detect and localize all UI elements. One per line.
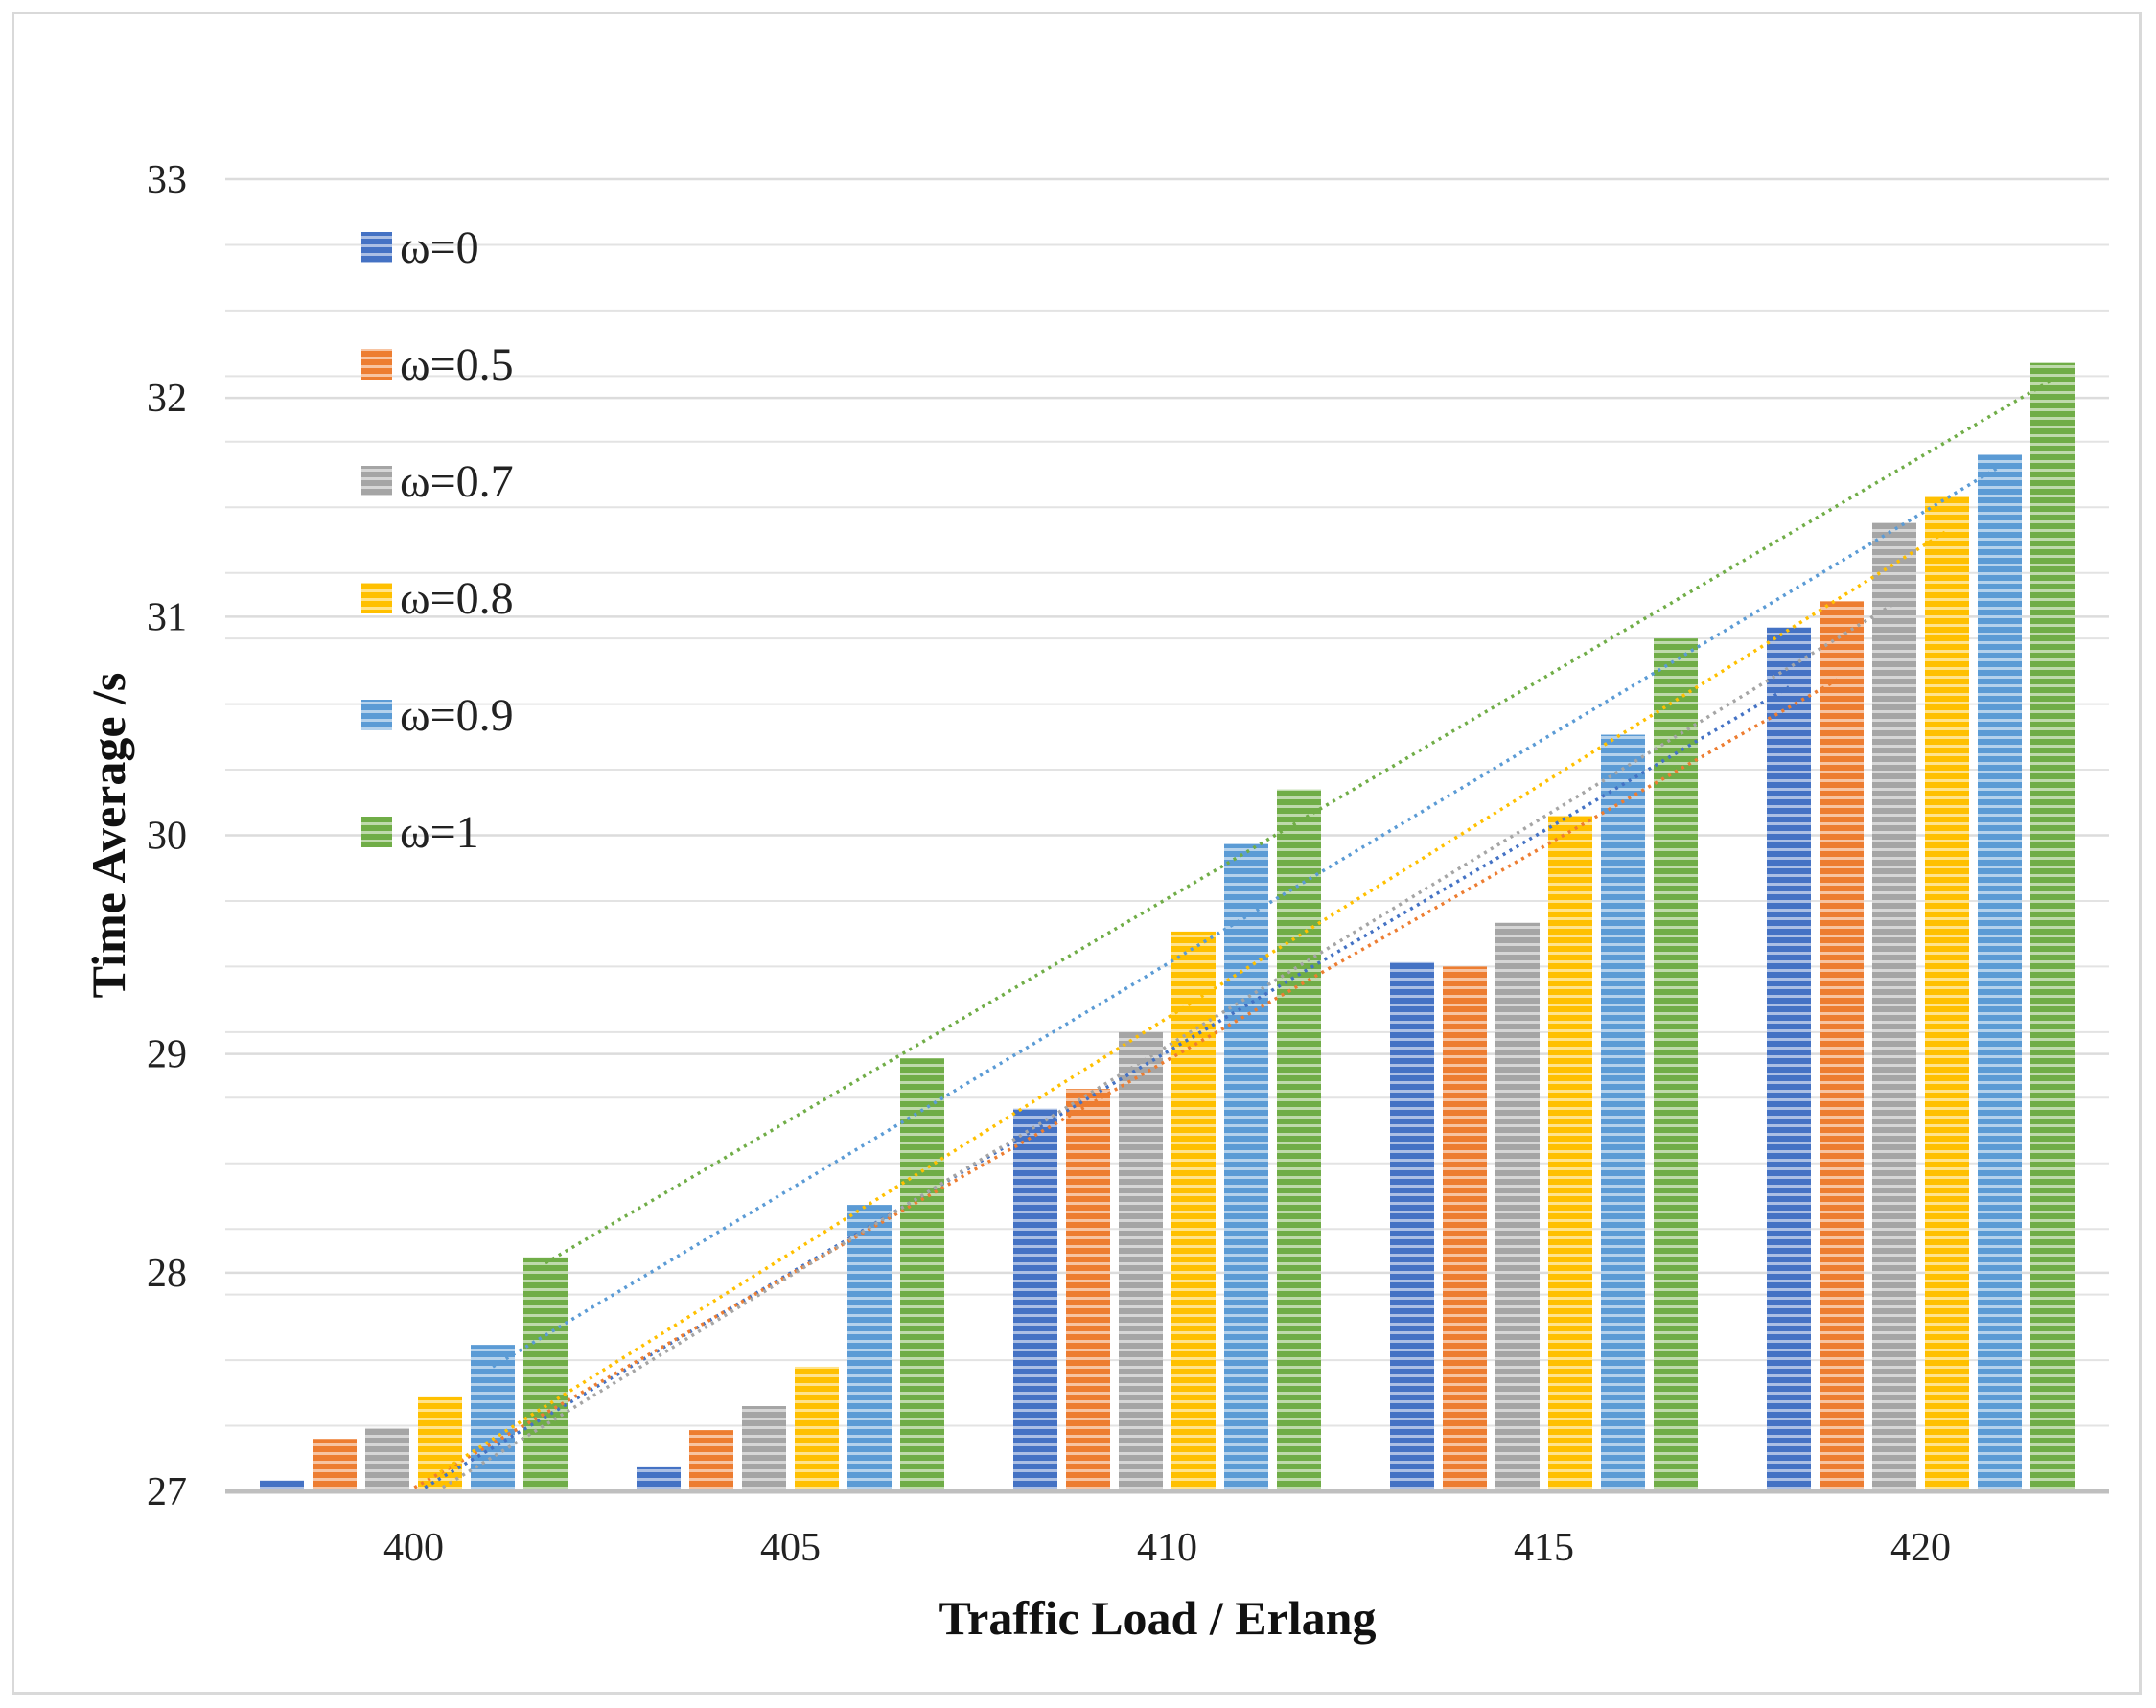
bar-410-series-3	[1171, 931, 1216, 1491]
legend-label: ω=0.5	[400, 339, 514, 390]
y-tick-label: 31	[147, 595, 187, 639]
bar-415-series-5	[1654, 638, 1698, 1491]
bars	[260, 362, 2075, 1491]
bar-415-series-1	[1443, 966, 1487, 1491]
bar-400-series-4	[471, 1345, 515, 1491]
legend-swatch	[361, 817, 392, 847]
bar-405-series-4	[847, 1205, 892, 1491]
bar-405-series-1	[689, 1430, 733, 1491]
legend-swatch	[361, 700, 392, 730]
x-tick-label: 415	[1514, 1526, 1574, 1570]
bar-415-series-0	[1390, 961, 1434, 1491]
y-tick-label: 30	[147, 815, 187, 859]
bar-410-series-1	[1066, 1089, 1110, 1491]
bar-415-series-4	[1601, 734, 1645, 1491]
legend-label: ω=0.7	[400, 456, 514, 507]
y-tick-label: 27	[147, 1470, 187, 1514]
x-tick-label: 420	[1890, 1526, 1951, 1570]
trendlines	[406, 378, 2053, 1493]
y-tick-labels: 27 28 29 30 31 32 33	[147, 158, 187, 1514]
legend-label: ω=0.9	[400, 690, 514, 741]
y-axis-title: Time Average /s	[81, 673, 135, 999]
legend-swatch	[361, 232, 392, 263]
legend-label: ω=0.8	[400, 573, 514, 624]
bar-420-series-3	[1925, 496, 1969, 1491]
x-tick-labels: 400 405 410 415 420	[383, 1526, 1951, 1570]
bar-405-series-3	[795, 1366, 839, 1491]
bar-400-series-2	[365, 1427, 409, 1491]
bar-410-series-4	[1224, 843, 1268, 1491]
y-tick-label: 29	[147, 1033, 187, 1077]
legend-swatch	[361, 466, 392, 496]
trendline-series-3	[439, 529, 1948, 1474]
trendline-series-4	[492, 465, 2001, 1369]
bar-405-series-5	[900, 1058, 944, 1491]
x-axis-title: Traffic Load / Erlang	[939, 1591, 1376, 1645]
bar-410-series-2	[1119, 1031, 1163, 1491]
legend-swatch	[361, 583, 392, 613]
trendline-series-2	[435, 602, 1895, 1493]
bar-415-series-3	[1548, 815, 1592, 1491]
legend-label: ω=1	[400, 807, 479, 858]
bar-405-series-2	[742, 1406, 786, 1491]
y-tick-label: 32	[147, 377, 187, 421]
chart-frame: 27 28 29 30 31 32 33 400 405 410 415 420 ω=0 ω=0.5 ω…	[12, 12, 2142, 1695]
bar-410-series-5	[1277, 789, 1321, 1491]
bar-410-series-0	[1013, 1108, 1057, 1491]
bar-405-series-0	[637, 1466, 681, 1491]
bar-420-series-2	[1872, 522, 1916, 1491]
trendline-series-1	[406, 676, 1843, 1493]
bar-420-series-4	[1978, 454, 2022, 1491]
x-tick-label: 400	[383, 1526, 444, 1570]
x-tick-label: 410	[1137, 1526, 1197, 1570]
legend-label: ω=0	[400, 222, 479, 273]
bar-415-series-2	[1495, 922, 1540, 1491]
bar-400-series-3	[418, 1396, 462, 1491]
bar-420-series-1	[1820, 601, 1864, 1491]
bar-400-series-0	[260, 1480, 304, 1491]
y-tick-label: 33	[147, 158, 187, 202]
y-tick-label: 28	[147, 1252, 187, 1296]
bar-420-series-0	[1767, 627, 1811, 1491]
x-tick-label: 405	[760, 1526, 821, 1570]
bar-400-series-5	[523, 1257, 568, 1491]
bar-420-series-5	[2030, 362, 2075, 1491]
legend-swatch	[361, 349, 392, 380]
legend: ω=0 ω=0.5 ω=0.7 ω=0.8 ω=0.9 ω=1	[361, 222, 514, 858]
bar-400-series-1	[313, 1439, 357, 1491]
